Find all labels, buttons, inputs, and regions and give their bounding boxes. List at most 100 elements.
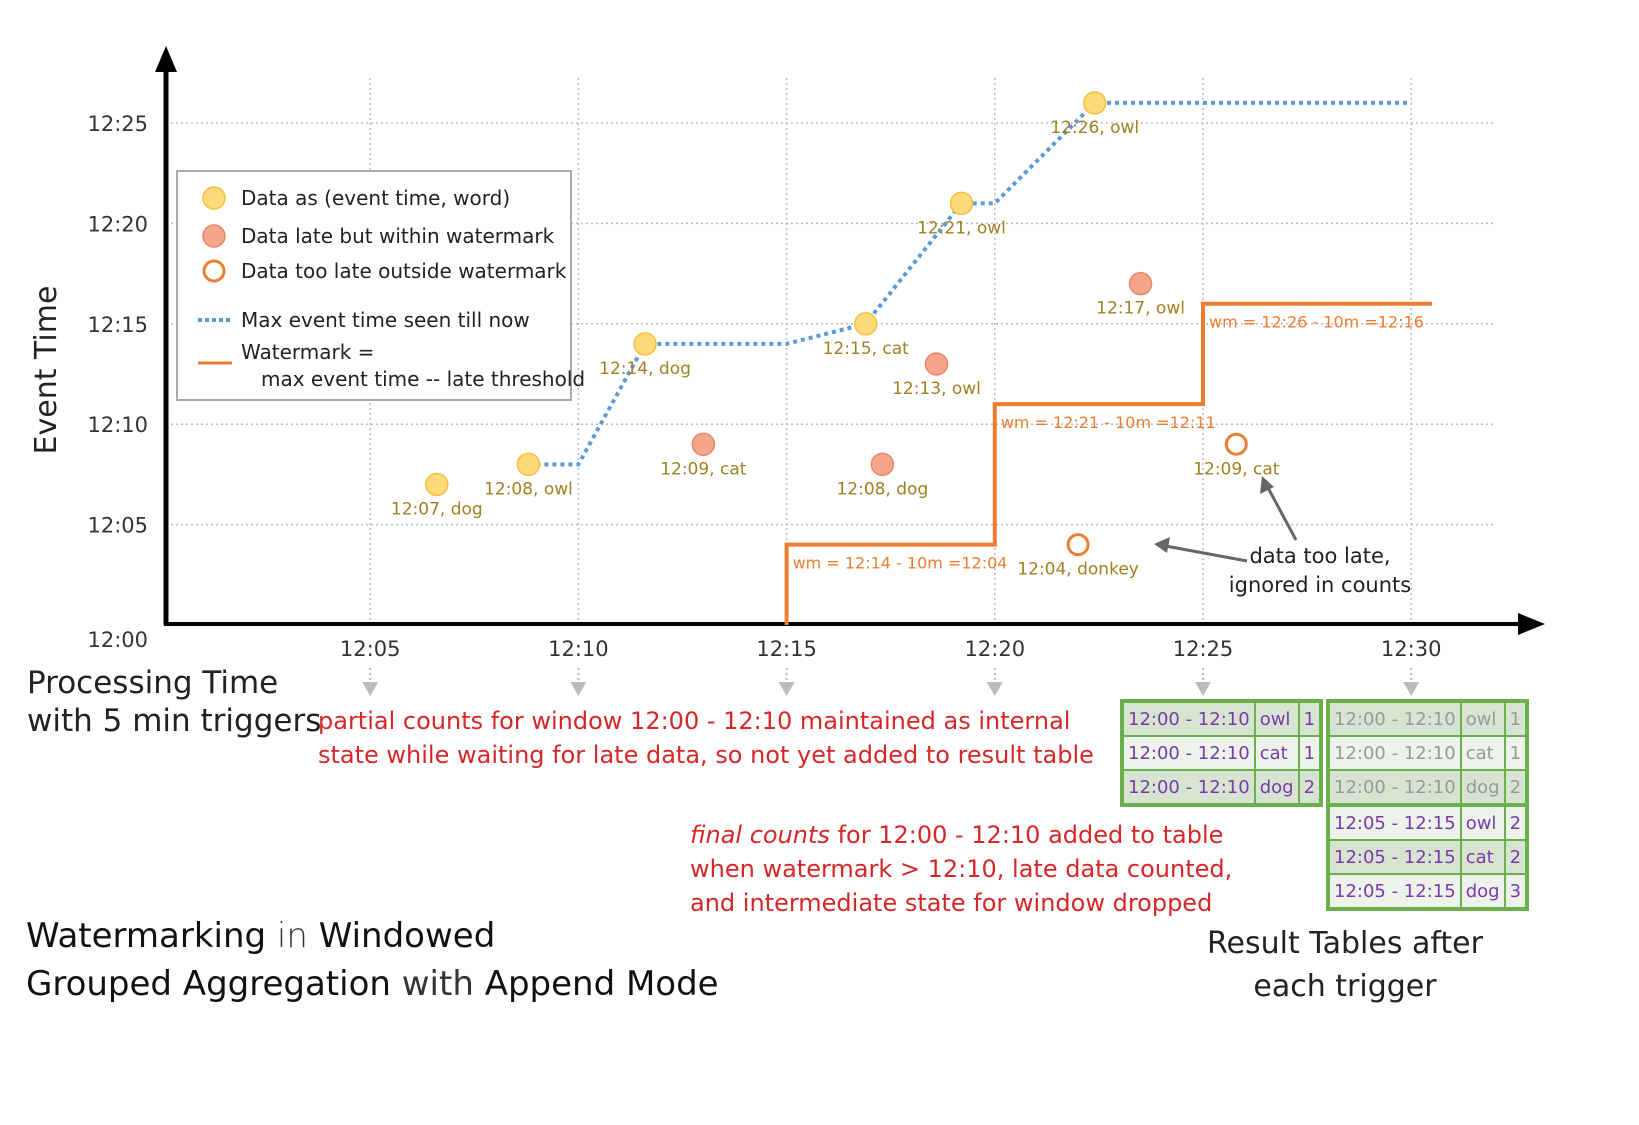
title-part: Watermarking <box>26 916 267 956</box>
data-point-on-time <box>1082 91 1107 115</box>
cell-window: 12:00 - 12:10 <box>1121 735 1256 771</box>
y-axis-arrow <box>155 46 177 72</box>
title-part: in <box>266 916 319 956</box>
cell-count: 3 <box>1503 873 1529 910</box>
max-event-time-line <box>528 100 1412 467</box>
cell-window: 12:00 - 12:10 <box>1327 735 1462 771</box>
watermark-label: wm = 12:26 - 10m =12:16 <box>1209 313 1424 332</box>
x-tick-label: 12:15 <box>756 637 817 661</box>
cell-count: 2 <box>1503 839 1529 875</box>
x-axis-arrow <box>1518 613 1545 635</box>
x-tick-label: 12:20 <box>965 637 1026 661</box>
data-point-label: 12:09, cat <box>1193 459 1280 479</box>
data-point-on-time <box>949 191 974 216</box>
trigger-arrow-icon <box>778 682 795 696</box>
title-part: Grouped Aggregation <box>26 964 391 1004</box>
result-row: 12:00 - 12:10 owl 1 <box>1121 700 1323 737</box>
data-point-label: 12:26, owl <box>1050 118 1139 138</box>
note-line: ignored in counts <box>1228 573 1412 597</box>
cell-window: 12:00 - 12:10 <box>1327 700 1462 737</box>
data-point-late <box>870 452 895 477</box>
data-point-late <box>924 352 949 376</box>
too-late-note: data too late, ignored in counts <box>1225 542 1415 600</box>
data-point-label: 12:13, owl <box>892 379 981 399</box>
y-tick-label: 12:20 <box>87 212 148 236</box>
data-point-label: 12:14, dog <box>599 359 691 379</box>
result-row: 12:00 - 12:10 dog 2 <box>1121 769 1323 806</box>
data-point-label: 12:08, dog <box>836 479 928 499</box>
legend-label: Watermark = <box>241 340 374 364</box>
cell-window: 12:05 - 12:15 <box>1327 839 1462 875</box>
cell-word: dog <box>1253 769 1300 806</box>
cell-word: owl <box>1253 700 1300 737</box>
x-tick-label: 12:05 <box>340 637 401 661</box>
legend-too-late-icon <box>202 259 226 283</box>
result-row: 12:05 - 12:15 cat 2 <box>1327 839 1529 875</box>
cell-count: 2 <box>1503 803 1529 841</box>
legend-on-time-icon <box>202 186 226 210</box>
title-part: Windowed <box>318 916 496 956</box>
cell-word: cat <box>1253 735 1300 771</box>
caption-line: Result Tables after <box>1207 926 1483 961</box>
cell-word: cat <box>1459 839 1506 875</box>
result-row: 12:00 - 12:10 owl 1 <box>1327 700 1529 737</box>
cell-count: 1 <box>1297 700 1323 737</box>
cell-count: 1 <box>1297 735 1323 771</box>
note-line: state while waiting for late data, so no… <box>318 741 1094 769</box>
data-point-label: 12:15, cat <box>823 339 910 359</box>
legend-label: Data late but within watermark <box>241 224 555 248</box>
final-counts-emphasis: final counts <box>690 821 830 849</box>
data-point-label: 12:21, owl <box>917 218 1006 238</box>
title-part: Append Mode <box>484 964 719 1004</box>
legend-label: Data too late outside watermark <box>241 259 567 283</box>
y-tick-label: 12:05 <box>87 514 148 538</box>
watermark-line <box>784 301 1433 625</box>
trigger-arrow-icon <box>1403 682 1420 696</box>
data-point-label: 12:08, owl <box>484 479 573 499</box>
result-table-trigger-1225: 12:00 - 12:10 owl 1 12:00 - 12:10 cat 1 12:00 … <box>1120 699 1324 807</box>
y-tick-label: 12:00 <box>87 628 148 652</box>
legend-label: Max event time seen till now <box>241 308 530 332</box>
result-row: 12:00 - 12:10 cat 1 <box>1121 735 1323 771</box>
cell-word: dog <box>1459 769 1506 806</box>
trigger-arrow-icon <box>1195 682 1211 696</box>
too-late-arrows <box>1154 476 1298 563</box>
final-counts-note: final counts for 12:00 - 12:10 added to … <box>690 818 1233 920</box>
cell-window: 12:05 - 12:15 <box>1327 803 1462 841</box>
x-axis-label-line: with 5 min triggers <box>27 703 322 739</box>
data-point-label: 12:07, dog <box>391 499 483 519</box>
y-tick-label: 12:10 <box>87 413 148 437</box>
y-axis-label: Event Time <box>29 286 64 455</box>
cell-count: 1 <box>1503 700 1529 737</box>
data-point-on-time <box>853 312 878 336</box>
result-row: 12:05 - 12:15 owl 2 <box>1327 803 1529 841</box>
legend-late-icon <box>202 224 226 248</box>
result-row: 12:05 - 12:15 dog 3 <box>1327 873 1529 910</box>
y-tick-label: 12:15 <box>87 313 148 337</box>
note-line: data too late, <box>1249 544 1391 568</box>
trigger-arrow-icon <box>570 682 587 696</box>
trigger-arrow-icon <box>986 682 1003 696</box>
legend: Data as (event time, word) Data late but … <box>176 170 585 401</box>
x-axis-label-line: Processing Time <box>27 665 279 701</box>
cell-window: 12:00 - 12:10 <box>1327 769 1462 806</box>
cell-word: dog <box>1459 873 1506 910</box>
cell-word: owl <box>1459 803 1506 841</box>
data-point-on-time <box>425 472 449 497</box>
cell-count: 2 <box>1503 769 1529 806</box>
data-point-label: 12:09, cat <box>660 459 747 479</box>
cell-word: owl <box>1459 700 1506 737</box>
note-line: when watermark > 12:10, late data counte… <box>690 855 1233 883</box>
x-axis-label: Processing Time with 5 min triggers <box>27 664 321 740</box>
data-point-label: 12:17, owl <box>1096 299 1185 319</box>
cell-window: 12:05 - 12:15 <box>1327 873 1462 910</box>
cell-count: 1 <box>1503 735 1529 771</box>
diagram-title: Watermarking in Windowed Grouped Aggrega… <box>26 912 719 1008</box>
result-table-trigger-1230: 12:00 - 12:10 owl 1 12:00 - 12:10 cat 1 12:00 … <box>1326 699 1530 911</box>
note-line: and intermediate state for window droppe… <box>690 889 1213 917</box>
title-part: with <box>390 964 485 1004</box>
legend-label: max event time -- late threshold <box>261 367 585 391</box>
y-tick-label: 12:25 <box>87 112 148 136</box>
result-tables-caption: Result Tables after each trigger <box>1195 922 1495 1008</box>
